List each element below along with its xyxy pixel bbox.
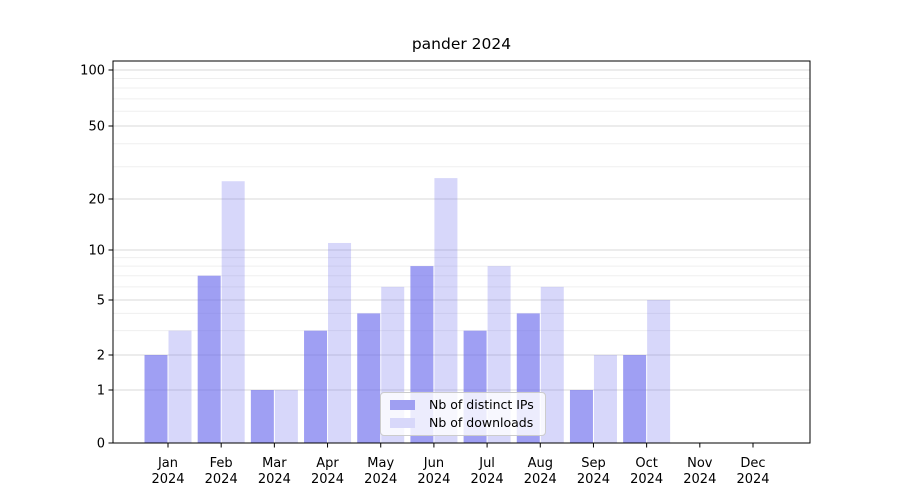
y-tick-label: 2 xyxy=(97,349,105,364)
x-tick-label: Sep 2024 xyxy=(577,456,610,487)
x-tick-label: Jun 2024 xyxy=(417,456,450,487)
x-tick-label: Feb 2024 xyxy=(205,456,238,487)
x-tick-label: Jul 2024 xyxy=(471,456,504,487)
y-tick-label: 1 xyxy=(97,384,105,399)
gridlines-major xyxy=(113,69,810,391)
bar-downloads-oct xyxy=(647,300,671,443)
bar-downloads-feb xyxy=(221,181,245,444)
y-tick-label: 0 xyxy=(97,437,105,452)
x-tick-label: Aug 2024 xyxy=(524,456,557,487)
legend-swatch-ips-icon xyxy=(390,400,415,411)
x-tick-label: Apr 2024 xyxy=(311,456,344,487)
x-tick-label: Dec 2024 xyxy=(736,456,769,487)
legend-label-distinct-ips: Nb of distinct IPs xyxy=(429,397,534,412)
bar-downloads-jan xyxy=(168,330,192,443)
legend-item-downloads: Nb of downloads xyxy=(390,414,534,430)
bar-downloads-aug xyxy=(540,286,564,443)
legend: Nb of distinct IPs Nb of downloads xyxy=(380,392,546,436)
bar-downloads-jun xyxy=(434,178,458,443)
bar-ips-feb xyxy=(197,275,221,443)
legend-item-distinct-ips: Nb of distinct IPs xyxy=(390,397,534,412)
y-axis-labels: 0 1 2 5 10 20 50 100 xyxy=(80,64,105,452)
bar-ips-may xyxy=(357,313,381,443)
x-tick-label: Nov 2024 xyxy=(683,456,716,487)
bar-ips-oct xyxy=(623,355,647,443)
x-tick-label: May 2024 xyxy=(364,456,397,487)
plot-border xyxy=(112,60,811,444)
x-tick-label: Jan 2024 xyxy=(151,456,184,487)
axis-ticks xyxy=(108,69,754,448)
bar-ips-apr xyxy=(304,330,328,443)
x-axis-labels: Jan 2024 Feb 2024 Mar 2024 Apr 2024 May 2024 Jun 20… xyxy=(151,456,769,487)
y-tick-label: 5 xyxy=(97,294,105,309)
bar-ips-sep xyxy=(569,390,593,443)
bars-series-downloads xyxy=(168,178,671,444)
y-tick-label: 10 xyxy=(88,244,105,259)
x-tick-label: Oct 2024 xyxy=(630,456,663,487)
y-tick-label: 50 xyxy=(88,120,105,135)
bar-downloads-sep xyxy=(593,355,617,443)
x-tick-label: Mar 2024 xyxy=(258,456,291,487)
legend-swatch-downloads-icon xyxy=(390,417,415,428)
bar-ips-mar xyxy=(250,390,274,443)
bar-downloads-apr xyxy=(328,242,352,443)
chart-title: pander 2024 xyxy=(411,35,512,53)
bar-downloads-mar xyxy=(274,390,298,443)
bar-ips-jan xyxy=(144,355,168,443)
gridlines-minor xyxy=(113,78,810,332)
legend-label-downloads: Nb of downloads xyxy=(429,414,534,430)
y-tick-label: 20 xyxy=(88,193,105,208)
y-tick-label: 100 xyxy=(80,64,105,79)
